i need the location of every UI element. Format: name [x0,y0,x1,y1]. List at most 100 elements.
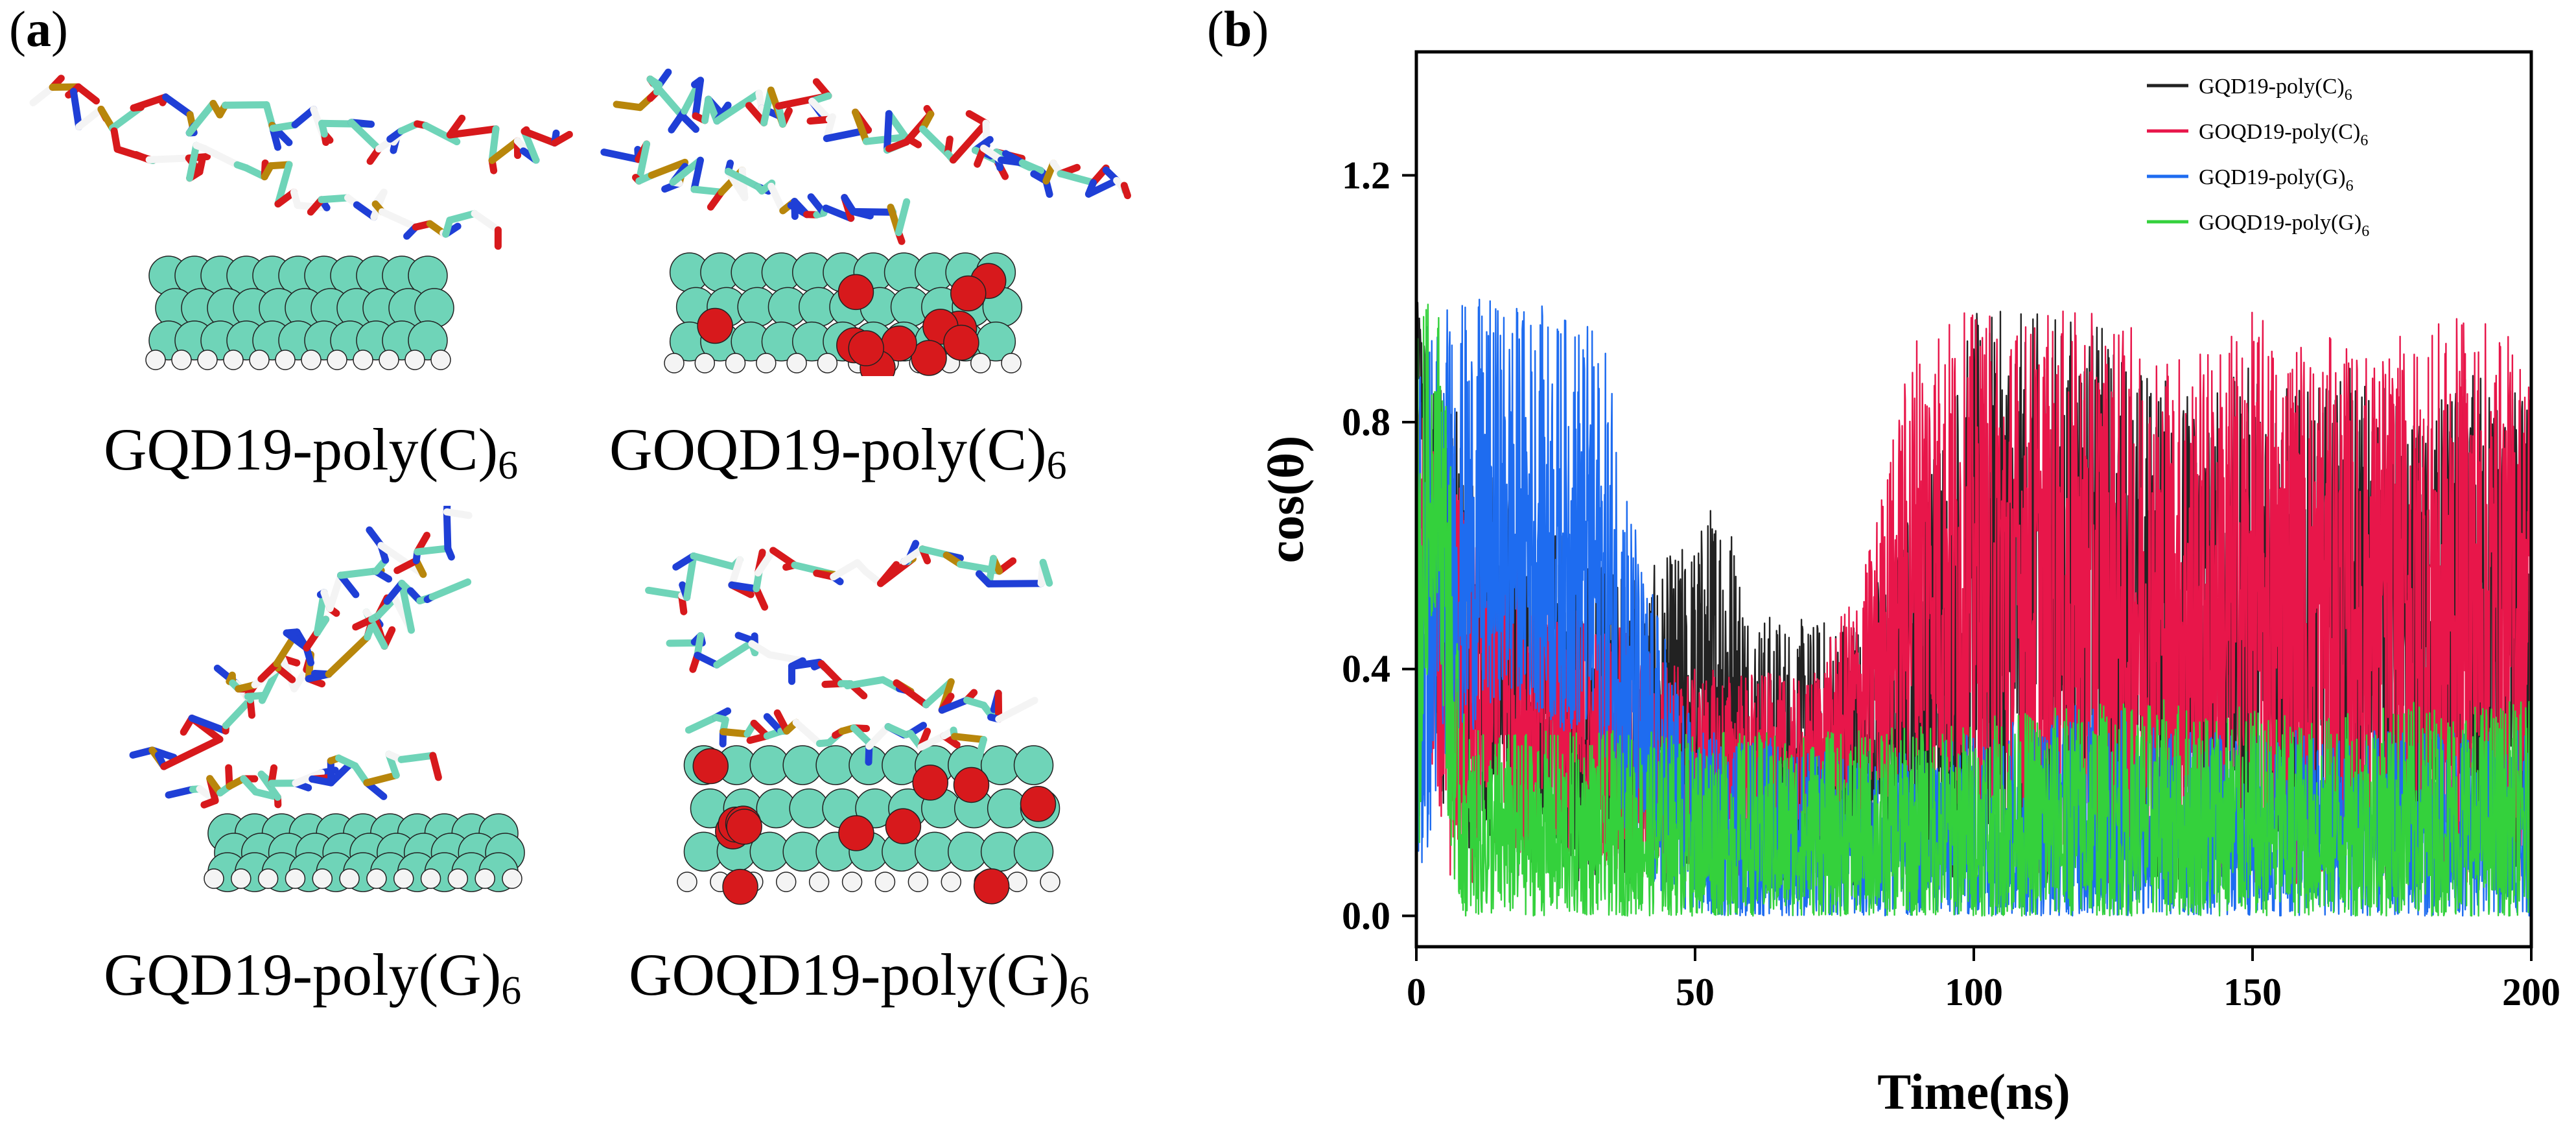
bond [938,696,971,714]
bond [291,106,318,128]
oxygen-atom [726,809,762,845]
hydrogen-atom [907,872,929,892]
oxygen-atom [953,766,990,803]
hydrogen-atom [817,353,838,374]
bond [724,167,762,191]
hydrogen-atom [404,350,425,370]
bond [446,209,478,224]
hydrogen-atom [725,353,746,374]
bond [443,508,473,519]
x-tick-label: 150 [2223,971,2282,1014]
bond [713,89,763,125]
hydrogen-atom [145,350,166,370]
legend-label: GOQD19-poly(G)6 [2199,211,2369,240]
bond [222,696,254,730]
bond [75,83,100,105]
oxygen-atom [692,748,729,785]
oxygen-atom [911,340,947,376]
bond [849,208,897,216]
series-line-4 [1415,303,2533,917]
bond [685,713,720,734]
bond [69,88,83,130]
bond [429,752,442,781]
carbon-atom [1013,745,1054,785]
bond [1057,170,1097,187]
hydrogen-atom [171,350,192,370]
bond [995,696,1038,723]
hydrogen-atom [474,868,495,889]
bond [145,154,193,163]
bond [690,185,725,196]
hydrogen-atom [420,868,441,889]
hydrogen-atom [664,353,685,374]
carbon-atom [1013,831,1054,872]
bond [1120,182,1132,200]
bond [975,736,987,761]
bond [428,578,472,600]
bond [200,145,241,169]
bond [326,571,345,612]
bond [692,77,705,120]
hydrogen-atom [204,868,224,889]
bond [325,633,371,678]
hydrogen-atom [694,353,716,374]
bond [613,101,644,112]
bond [900,545,926,565]
bond [600,148,642,163]
caption-gqd19-polyc6: GQD19-poly(C)6 [104,416,519,488]
caption-goqd19-polyc6: GOQD19-poly(C)6 [609,416,1067,488]
panel-a-label: (a) [9,1,68,57]
oxygen-atom [697,307,733,344]
bond [521,128,540,164]
bond [917,732,948,751]
hydrogen-atom [1001,353,1022,374]
caption-gqd19-polyg6: GQD19-poly(G)6 [104,942,522,1013]
y-tick-label: 0.8 [1342,401,1390,444]
bond [648,158,689,179]
bond [645,586,686,599]
bond [949,119,990,164]
bond [551,130,573,147]
molecule-goqd19-polyg6 [645,540,1060,905]
bond [414,545,452,556]
hydrogen-atom [301,350,322,370]
y-tick-label: 1.2 [1342,154,1390,196]
bond [521,128,559,147]
bond [471,209,502,234]
legend-label: GOQD19-poly(C)6 [2199,120,2368,149]
bond [893,679,930,709]
bond [850,724,873,746]
x-tick-label: 50 [1676,971,1715,1014]
oxygen-atom [912,765,948,801]
hydrogen-atom [786,353,807,374]
bond [635,140,651,185]
oxygen-atom [950,275,987,312]
bond [883,110,893,154]
bond [690,552,737,571]
panel-b-label: (b) [1207,1,1269,57]
oxygen-atom [973,868,1010,905]
y-tick-label: 0.0 [1342,894,1390,937]
bond [668,107,688,134]
bond [830,559,861,581]
hydrogen-atom [502,868,522,889]
bond [75,105,105,130]
y-tick-label: 0.4 [1342,648,1390,691]
bond [97,105,116,132]
oxygen-atom [722,868,758,905]
molecule-goqd19-polyc6 [600,68,1132,376]
legend-label: GQD19-poly(G)6 [2199,165,2354,195]
bond [269,121,299,132]
oxygen-atom [1020,786,1057,822]
bond [162,93,194,119]
hydrogen-atom [1040,872,1060,892]
hydrogen-atom [285,868,306,889]
caption-goqd19-polyg6: GOQD19-poly(G)6 [629,942,1090,1013]
bond [165,785,196,799]
hydrogen-atom [223,350,244,370]
hydrogen-atom [353,350,373,370]
y-axis-title: cos(θ) [1258,436,1314,564]
hydrogen-atom [941,872,962,892]
bond [186,141,200,182]
hydrogen-atom [257,868,279,889]
